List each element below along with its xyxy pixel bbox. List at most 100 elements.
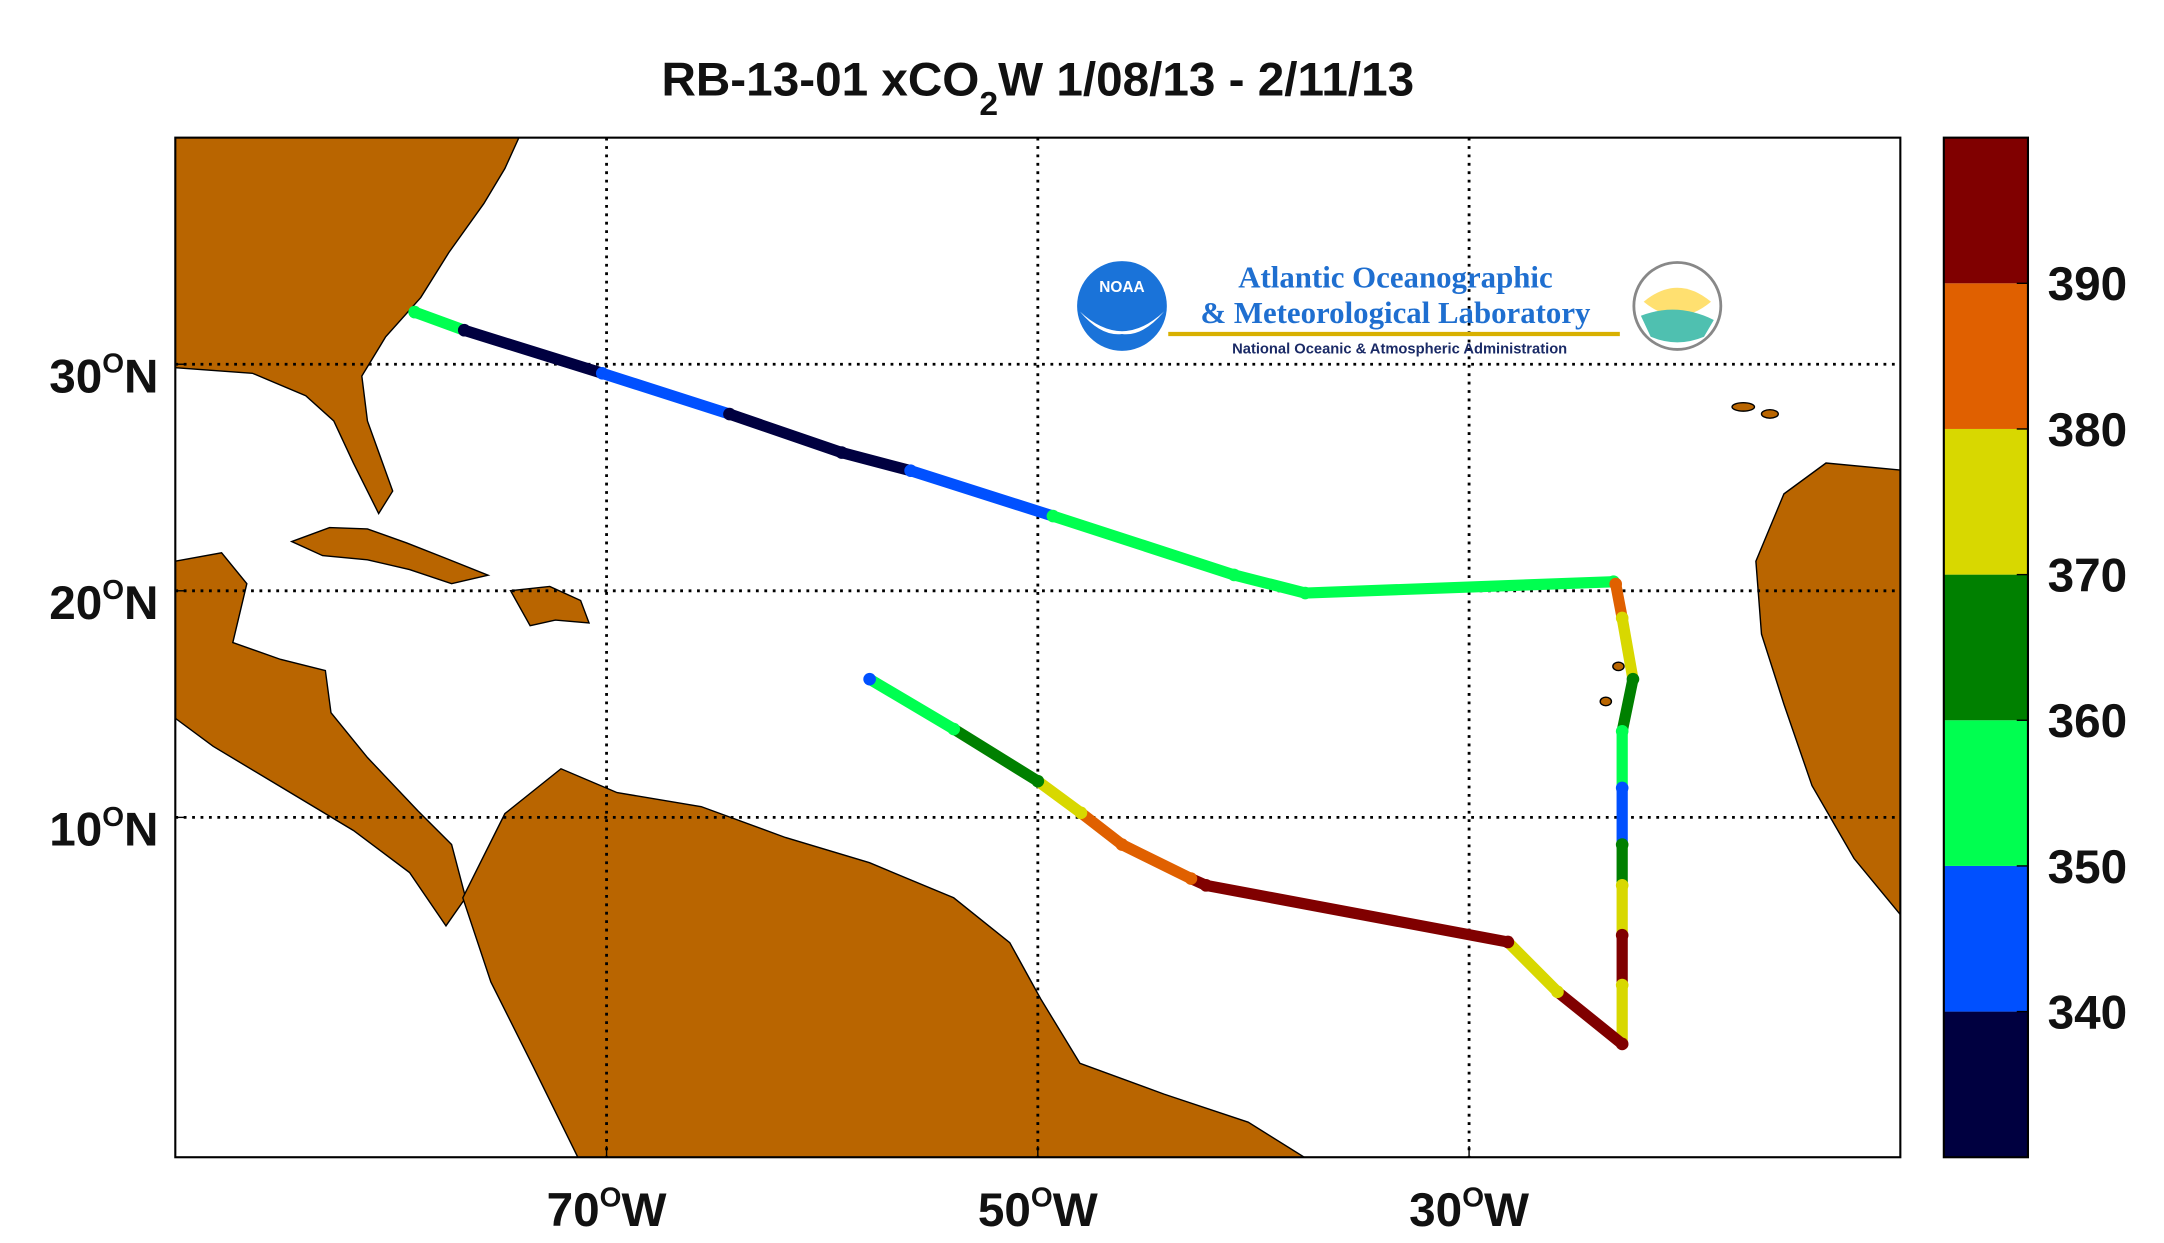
tick-degree: O bbox=[102, 801, 124, 832]
hispaniola bbox=[509, 585, 591, 627]
y-tick-label: 20ON bbox=[49, 574, 158, 630]
track-segment bbox=[723, 408, 848, 459]
colorbar-band bbox=[1943, 865, 2028, 1012]
tick-number: 50 bbox=[978, 1184, 1031, 1237]
track-point bbox=[1074, 806, 1088, 820]
title-subscript: 2 bbox=[979, 86, 998, 123]
seal-sun bbox=[1643, 287, 1712, 316]
track-point bbox=[904, 464, 917, 478]
track-point bbox=[1609, 577, 1623, 591]
track-segment bbox=[1551, 986, 1628, 1050]
tick-hemisphere: N bbox=[124, 350, 158, 403]
tick-hemisphere: N bbox=[124, 803, 158, 856]
track-point bbox=[723, 407, 736, 421]
y-tick-label: 10ON bbox=[49, 801, 158, 857]
colorbar-band bbox=[1943, 283, 2028, 429]
track-segment bbox=[835, 446, 917, 477]
colorbar-band bbox=[1943, 428, 2028, 575]
colorbar-tick-label: 390 bbox=[2048, 258, 2128, 311]
track-point bbox=[1615, 978, 1629, 992]
x-tick-label: 70OW bbox=[547, 1181, 667, 1237]
track-point bbox=[1501, 935, 1515, 949]
track-point bbox=[1615, 838, 1629, 851]
track-point bbox=[1615, 611, 1629, 625]
seal-sea bbox=[1640, 309, 1714, 343]
x-tick-label: 30OW bbox=[1409, 1181, 1529, 1237]
badge-bird bbox=[1079, 311, 1165, 335]
tick-degree: O bbox=[102, 574, 124, 605]
central-america bbox=[175, 552, 467, 928]
track-segment bbox=[1200, 879, 1514, 948]
colorbar-tick-label: 370 bbox=[2048, 549, 2128, 602]
track-point bbox=[947, 722, 961, 736]
colorbar-frame bbox=[1942, 136, 2030, 1159]
track-point bbox=[1615, 724, 1629, 738]
colorbar-band bbox=[1943, 574, 2028, 721]
logo: NOAA Atlantic Oceanographic & Meteorolog… bbox=[1077, 261, 1723, 358]
island bbox=[1760, 409, 1780, 419]
track-point bbox=[1551, 985, 1564, 999]
tick-degree: O bbox=[102, 348, 124, 379]
tick-degree: O bbox=[600, 1181, 622, 1212]
tick-degree: O bbox=[1462, 1181, 1484, 1212]
south-america bbox=[462, 767, 1306, 1158]
north-america bbox=[175, 137, 520, 515]
colorbar-tick-label: 340 bbox=[2048, 986, 2128, 1039]
track-point bbox=[595, 366, 609, 380]
track-point bbox=[1615, 781, 1629, 795]
colorbar-band bbox=[1943, 720, 2028, 866]
tick-number: 20 bbox=[49, 577, 102, 630]
colorbar: 340 350 360 370 380 390 bbox=[1942, 136, 2128, 1159]
logo-line2: & Meteorological Laboratory bbox=[1200, 296, 1591, 330]
track-point bbox=[1615, 879, 1629, 892]
track-segment bbox=[864, 673, 960, 735]
track-segment bbox=[1616, 673, 1639, 737]
tick-hemisphere: N bbox=[124, 577, 158, 630]
noaa-badge bbox=[1077, 261, 1167, 351]
tick-number: 30 bbox=[1409, 1184, 1462, 1237]
track-point bbox=[1227, 568, 1241, 582]
tick-hemisphere: W bbox=[621, 1184, 666, 1237]
land bbox=[175, 137, 1901, 1158]
track-segment bbox=[458, 324, 608, 379]
logo-line3: National Oceanic & Atmospheric Administr… bbox=[1232, 342, 1567, 358]
track-segment bbox=[1075, 807, 1128, 851]
track-point bbox=[1615, 928, 1629, 942]
colorbar-band bbox=[1943, 1011, 2028, 1158]
island bbox=[1731, 402, 1756, 412]
tick-number: 70 bbox=[547, 1184, 600, 1237]
grid bbox=[175, 137, 1901, 1158]
island bbox=[1599, 696, 1613, 707]
colorbar-tick-label: 350 bbox=[2048, 841, 2128, 894]
x-tick-label: 50OW bbox=[978, 1181, 1098, 1237]
tick-number: 10 bbox=[49, 803, 102, 856]
cuba bbox=[289, 526, 491, 585]
track-point bbox=[863, 672, 876, 686]
logo-line1: Atlantic Oceanographic bbox=[1238, 261, 1552, 295]
colorbar-tick-label: 360 bbox=[2048, 695, 2128, 748]
track-segment bbox=[1047, 510, 1240, 581]
track-segment bbox=[948, 723, 1044, 787]
track-point bbox=[1031, 774, 1045, 788]
ship-track bbox=[408, 305, 1640, 1051]
track-point bbox=[1184, 872, 1198, 885]
title-main: RB-13-01 xCO bbox=[661, 54, 979, 107]
badge-text: NOAA bbox=[1099, 279, 1144, 296]
track-segment bbox=[1616, 612, 1639, 685]
tick-degree: O bbox=[1031, 1181, 1053, 1212]
track-point bbox=[408, 305, 421, 319]
track-segment bbox=[409, 306, 470, 336]
track-point bbox=[1199, 879, 1213, 892]
colorbar-band bbox=[1943, 137, 2028, 284]
colorbar-tick-label: 380 bbox=[2048, 404, 2128, 457]
tick-hemisphere: W bbox=[1484, 1184, 1529, 1237]
track-segment bbox=[904, 465, 1059, 522]
track-segment bbox=[1228, 569, 1311, 599]
track-point bbox=[457, 323, 471, 337]
tick-hemisphere: W bbox=[1053, 1184, 1098, 1237]
track-point bbox=[1626, 672, 1640, 686]
chart-title: RB-13-01 xCO2W 1/08/13 - 2/11/13 bbox=[661, 54, 1414, 124]
track-segment bbox=[1299, 576, 1620, 599]
